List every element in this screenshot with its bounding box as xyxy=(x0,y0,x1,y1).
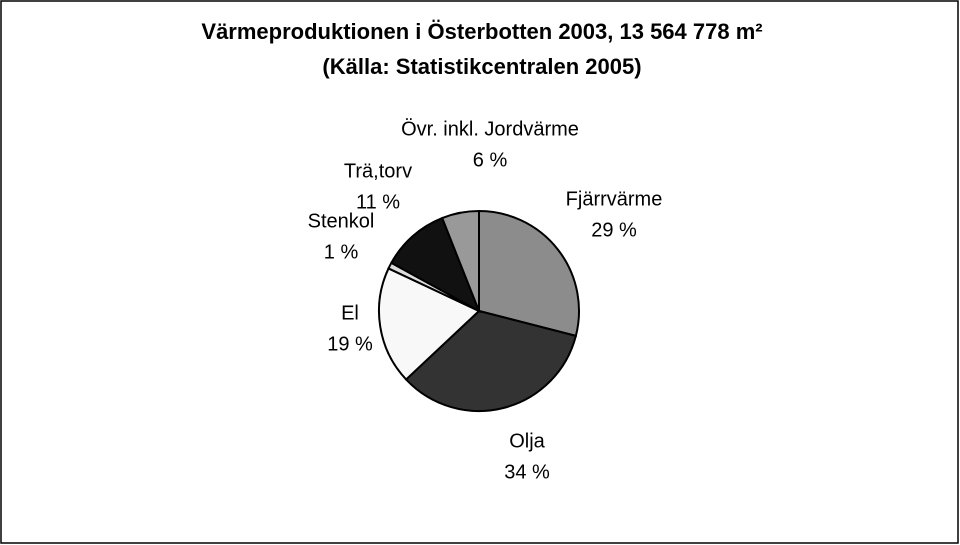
pie-slice xyxy=(378,267,481,381)
chart-title: Värmeproduktionen i Österbotten 2003, 13… xyxy=(201,19,762,44)
slice-label: Fjärrvärme xyxy=(566,188,663,210)
slice-value-label: 34 % xyxy=(504,461,550,483)
slice-value-label: 29 % xyxy=(591,219,637,241)
slice-value-label: 1 % xyxy=(324,241,359,263)
slice-label: Stenkol xyxy=(308,210,375,232)
slice-value-label: 11 % xyxy=(356,191,400,213)
slice-value-label: 6 % xyxy=(473,149,508,171)
pie-slice xyxy=(440,209,480,312)
slice-label: Trä,torv xyxy=(344,160,412,182)
pie-slice xyxy=(478,209,580,338)
chart-subtitle: (Källa: Statistikcentralen 2005) xyxy=(322,54,641,79)
pie-slice xyxy=(404,309,578,412)
pie-slice xyxy=(390,216,481,314)
slice-label: Olja xyxy=(509,430,545,452)
slice-label: El xyxy=(341,302,359,324)
slice-label: Övr. inkl. Jordvärme xyxy=(401,118,579,140)
slice-value-label: 19 % xyxy=(327,333,373,355)
